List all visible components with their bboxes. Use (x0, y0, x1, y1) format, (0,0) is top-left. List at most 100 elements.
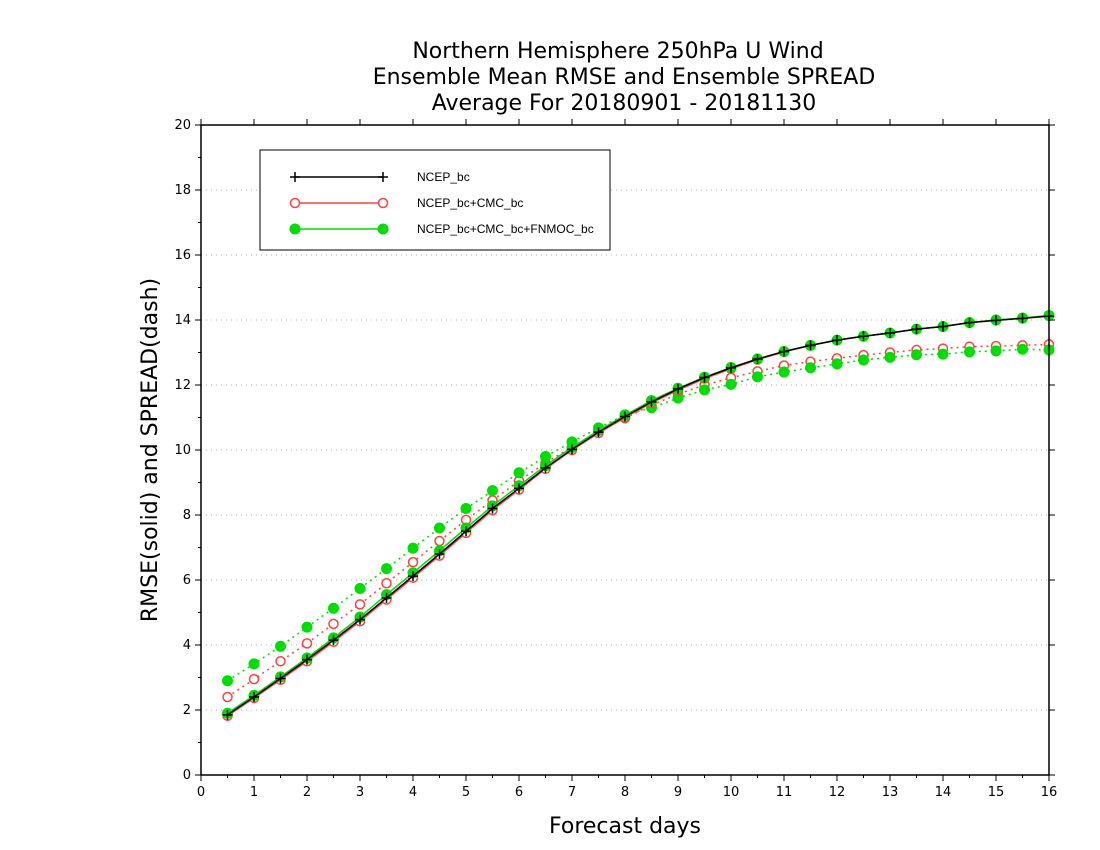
series-4-point-1 (248, 658, 260, 670)
series-0-point-28 (964, 317, 975, 328)
y-tick-label-10: 20 (174, 118, 191, 133)
series-4 (222, 343, 1055, 687)
series-4-point-7 (407, 542, 419, 554)
x-tick-label-2: 2 (303, 785, 311, 800)
legend-marker-left-2 (289, 223, 301, 235)
chart-title-line-3: Average For 20180901 - 20181130 (432, 91, 817, 116)
series-2 (222, 309, 1055, 719)
series-0-point-29 (991, 315, 1001, 326)
series-0-point-18 (699, 372, 710, 383)
series-4-point-6 (381, 563, 392, 575)
y-tick-label-8: 16 (174, 248, 191, 263)
x-tick-label-11: 11 (776, 785, 793, 800)
x-tick-label-3: 3 (356, 785, 364, 800)
series-3-point-1 (248, 673, 260, 685)
series-4-point-23 (831, 358, 843, 370)
x-tick-label-12: 12 (829, 785, 846, 800)
series-4-point-29 (990, 345, 1002, 357)
series-3-point-5 (354, 599, 366, 610)
series-0-point-19 (726, 362, 736, 373)
series-0-point-2 (275, 673, 286, 684)
legend-marker-left-0 (290, 172, 300, 182)
legend-items: NCEP_bc NCEP_bc+CMC_bc NCEP_bc+CMC_bc+FNMO… (289, 170, 594, 236)
series-0-point-20 (752, 354, 763, 364)
series-4-point-18 (699, 384, 710, 396)
series-4-point-22 (805, 362, 816, 374)
x-tick-label-15: 15 (988, 785, 1005, 800)
x-axis-label: Forecast days (549, 814, 701, 839)
series-4-point-30 (1017, 343, 1028, 355)
series-4-point-4 (328, 602, 339, 614)
x-tick-label-1: 1 (250, 785, 258, 800)
x-tick-label-16: 16 (1041, 785, 1058, 800)
series-3-point-3 (301, 638, 313, 649)
series-4-point-24 (858, 354, 869, 366)
series-0-point-27 (938, 321, 948, 332)
series-0-point-14 (593, 427, 604, 438)
series-4-point-2 (275, 640, 286, 652)
series-4-point-10 (487, 485, 498, 497)
series-0-point-21 (779, 346, 789, 357)
series-4-point-3 (301, 621, 313, 633)
legend-box (259, 149, 611, 251)
series-0-point-3 (302, 654, 312, 665)
series-0-point-24 (858, 331, 869, 342)
series-3-point-7 (407, 556, 419, 568)
series-4-point-12 (540, 451, 551, 462)
series-layer (222, 309, 1055, 722)
series-0-point-26 (911, 324, 922, 335)
series-0-point-4 (328, 635, 339, 646)
legend-label-1: NCEP_bc+CMC_bc (417, 196, 523, 210)
x-tick-label-4: 4 (409, 785, 417, 800)
series-0-point-23 (832, 335, 842, 346)
series-4-point-5 (354, 582, 366, 594)
x-tick-label-9: 9 (674, 785, 682, 800)
y-tick-label-2: 4 (183, 638, 191, 653)
series-3-point-0 (222, 691, 233, 703)
y-tick-label-3: 6 (183, 573, 191, 588)
series-0-point-10 (487, 503, 498, 514)
series-4-point-28 (964, 346, 975, 358)
x-tick-label-7: 7 (568, 785, 576, 800)
y-tick-label-5: 10 (174, 443, 191, 458)
series-4-point-20 (752, 371, 763, 383)
x-tick-label-10: 10 (723, 785, 740, 800)
y-tick-label-6: 12 (174, 378, 191, 393)
series-4-point-25 (884, 351, 896, 363)
y-axis-label: RMSE(solid) and SPREAD(dash) (138, 278, 163, 622)
series-0-point-1 (249, 692, 259, 702)
chart-title-line-1: Northern Hemisphere 250hPa U Wind (412, 39, 823, 64)
series-4-point-9 (460, 503, 472, 514)
series-4-point-21 (778, 366, 790, 378)
legend-label-0: NCEP_bc (417, 170, 470, 184)
series-0-point-16 (646, 396, 657, 407)
series-4-point-11 (513, 467, 525, 479)
series-0-point-8 (434, 549, 445, 559)
series-line-4 (227, 348, 1050, 682)
chart-title-line-2: Ensemble Mean RMSE and Ensemble SPREAD (373, 65, 876, 90)
y-tick-label-0: 0 (183, 768, 191, 783)
series-0-point-15 (620, 411, 630, 422)
y-tick-label-7: 14 (174, 313, 191, 328)
series-3-point-4 (328, 618, 339, 630)
series-4-point-27 (937, 348, 949, 360)
x-tick-label-13: 13 (882, 785, 899, 800)
series-3-point-6 (381, 578, 392, 589)
series-0-point-25 (885, 328, 895, 338)
x-tick-label-6: 6 (515, 785, 523, 800)
legend-marker-right-1 (377, 197, 389, 209)
series-0-point-0 (222, 709, 233, 720)
legend-marker-left-1 (289, 197, 301, 209)
series-4-point-26 (911, 349, 922, 361)
series-0-point-6 (381, 592, 392, 603)
x-tick-label-0: 0 (197, 785, 205, 800)
x-tick-label-14: 14 (935, 785, 952, 800)
y-tick-label-4: 8 (183, 508, 191, 523)
series-3 (222, 339, 1055, 703)
series-0-point-13 (567, 444, 577, 455)
legend-label-2: NCEP_bc+CMC_bc+FNMOC_bc (417, 222, 594, 236)
series-line-0 (227, 315, 1050, 716)
series-0-point-11 (514, 483, 524, 494)
